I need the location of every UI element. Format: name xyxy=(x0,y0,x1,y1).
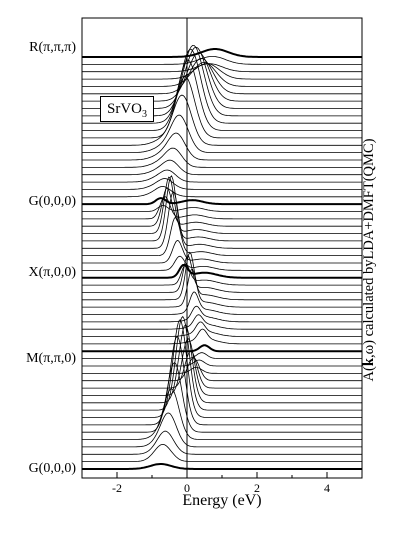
spectrum-curve xyxy=(82,463,362,470)
x-axis-ticks: -2 0 2 4 xyxy=(81,472,363,495)
y-axis-label-comma: , xyxy=(361,354,377,359)
spectrum-curve xyxy=(82,291,362,315)
spectrum-curve xyxy=(82,321,362,337)
spectrum-curve xyxy=(82,315,362,411)
spectrum-curve xyxy=(82,319,362,418)
spectrum-curve xyxy=(82,191,362,249)
spectrum-curve xyxy=(82,132,362,161)
spectrum-curve xyxy=(82,76,362,139)
spectrum-curve xyxy=(82,359,362,367)
spectrum-curve xyxy=(82,350,362,389)
spectrum-curve xyxy=(82,63,362,73)
y-axis-label-prefix: A( xyxy=(361,366,377,382)
legend-material-subscript: 3 xyxy=(142,109,147,120)
spectrum-curve xyxy=(82,114,362,153)
spectrum-curve xyxy=(82,56,362,65)
spectrum-curve xyxy=(82,443,362,462)
spectrum-curve xyxy=(82,335,362,426)
k-point-label: M(π,π,0) xyxy=(26,351,76,366)
spectrum-curve xyxy=(82,205,362,212)
k-point-label: G(0,0,0) xyxy=(29,194,77,209)
legend-material: SrVO xyxy=(106,101,142,117)
k-point-labels: R(π,π,π) G(0,0,0) X(π,0,0) M(π,π,0) G(0,0,0) xyxy=(26,40,76,476)
spectrum-curve xyxy=(82,185,362,198)
spectrum-curve xyxy=(82,367,362,374)
spectrum-curve xyxy=(82,338,362,396)
legend-box: SrVO3 xyxy=(100,96,154,122)
spectrum-curve xyxy=(82,147,362,168)
spectrum-curve xyxy=(82,388,362,440)
spectrum-curve xyxy=(82,430,362,455)
spectrum-curve xyxy=(82,328,362,345)
k-point-label: X(π,0,0) xyxy=(28,265,76,280)
spectrum-curve xyxy=(82,263,362,286)
y-axis-label-suffix: ) calculated byLDA+DMFT(QMC) xyxy=(361,138,377,345)
spectrum-curve xyxy=(82,255,362,271)
x-tick-label: 0 xyxy=(184,481,190,495)
spectrum-curve xyxy=(82,169,362,183)
spectrum-curve xyxy=(82,268,362,308)
spectrum-curve xyxy=(82,159,362,176)
spectrum-curve xyxy=(82,352,362,359)
spectrum-curve xyxy=(82,357,362,382)
spectrum-curve xyxy=(82,61,362,87)
spectrum-curve xyxy=(82,48,362,58)
y-axis-label-k: k xyxy=(361,358,377,367)
x-tick-label: 2 xyxy=(254,481,260,495)
spectrum-curve xyxy=(82,57,362,95)
spectrum-curve xyxy=(82,175,362,242)
spectrum-curve xyxy=(82,94,362,146)
spectrum-curve xyxy=(82,314,362,330)
x-tick-label: -2 xyxy=(112,481,122,495)
spectrum-curve xyxy=(82,48,362,124)
spectrum-curve xyxy=(82,362,362,433)
k-point-label: R(π,π,π) xyxy=(29,40,76,55)
spectrum-curve xyxy=(82,216,362,256)
k-point-label: G(0,0,0) xyxy=(29,461,77,476)
spectrum-curve xyxy=(82,263,362,279)
spectrum-curve xyxy=(82,305,362,323)
spectra-curves xyxy=(82,45,362,470)
spectrum-curve xyxy=(82,178,362,190)
spectrum-curve xyxy=(82,324,362,404)
x-axis-label: Energy (eV) xyxy=(182,492,261,509)
spectrum-curve xyxy=(82,63,362,80)
spectrum-curve xyxy=(82,59,362,131)
spectrum-curve xyxy=(82,187,362,227)
spectrum-curve xyxy=(82,176,362,234)
spectrum-curve xyxy=(82,344,362,353)
y-axis-label-omega: ω xyxy=(361,344,377,355)
spectrum-curve xyxy=(82,255,362,293)
spectrum-curve xyxy=(82,197,362,206)
spectrum-curve xyxy=(82,412,362,448)
x-tick-label: 4 xyxy=(324,481,330,495)
y-axis-label: A(k,ω) calculated byLDA+DMFT(QMC) xyxy=(358,50,380,470)
spectrum-curve xyxy=(82,240,362,264)
spectrum-curve xyxy=(82,251,362,301)
spectrum-curve xyxy=(82,196,362,220)
